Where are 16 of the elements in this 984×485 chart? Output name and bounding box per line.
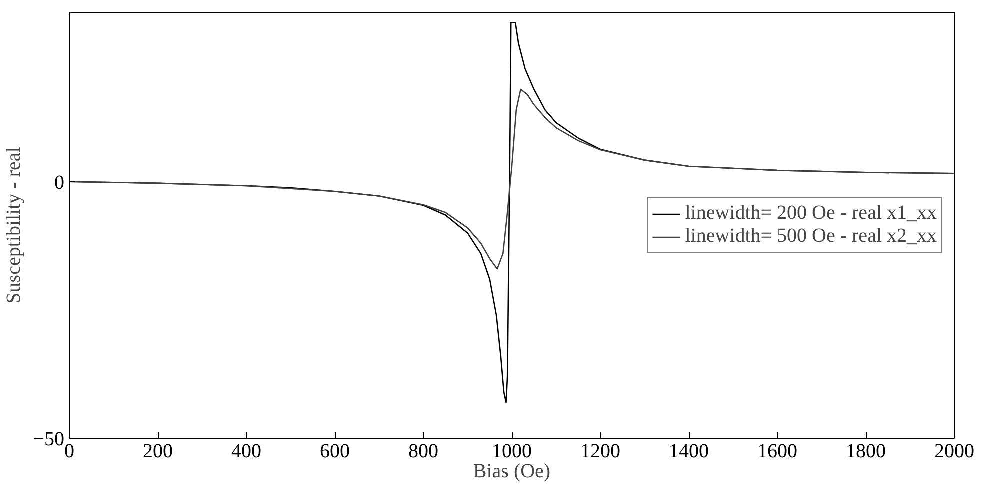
legend-label: linewidth= 500 Oe - real x2_xx [685,225,937,248]
x-tick-label: 600 [320,440,350,462]
x-tick-label: 200 [143,440,173,462]
x-axis-title: Bias (Oe) [473,460,551,482]
x-tick-label: 1400 [669,440,709,462]
x-tick-label: 800 [408,440,438,462]
x-tick-label: 1800 [846,440,886,462]
x-tick-label: 1600 [758,440,798,462]
x-tick-label: 400 [232,440,262,462]
x-tick-label: 2000 [934,440,974,462]
line-series [70,88,954,270]
y-tick-label: −50 [33,428,64,450]
y-axis-title: Susceptibility - real [3,146,26,304]
x-tick-label: 1000 [492,440,532,462]
legend-label: linewidth= 200 Oe - real x1_xx [685,202,937,225]
x-tick-label: 1200 [580,440,620,462]
